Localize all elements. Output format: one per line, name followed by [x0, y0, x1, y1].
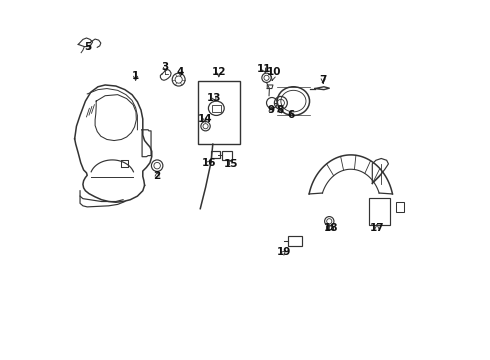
Text: 18: 18 [324, 224, 338, 233]
Text: 13: 13 [207, 93, 221, 103]
Bar [198, 81, 240, 144]
Text: 1: 1 [132, 71, 139, 81]
Bar [395, 202, 403, 212]
Text: 2: 2 [153, 171, 161, 181]
Bar [288, 236, 302, 246]
Text: 15: 15 [224, 159, 239, 169]
Bar [368, 198, 390, 225]
Text: 8: 8 [276, 105, 284, 115]
Text: 16: 16 [202, 158, 217, 168]
Bar [212, 105, 220, 112]
Text: 9: 9 [268, 105, 275, 115]
Text: 17: 17 [369, 224, 384, 233]
Text: 7: 7 [319, 75, 327, 85]
Text: 11: 11 [256, 64, 271, 74]
Text: 12: 12 [212, 67, 226, 77]
Text: 14: 14 [197, 114, 212, 124]
Text: 4: 4 [177, 67, 184, 77]
Text: 5: 5 [84, 42, 92, 52]
Bar [221, 151, 232, 160]
Bar [211, 150, 220, 158]
Text: 19: 19 [276, 247, 291, 257]
Text: 3: 3 [162, 62, 169, 72]
Text: 10: 10 [267, 67, 282, 81]
Text: 6: 6 [287, 111, 294, 121]
